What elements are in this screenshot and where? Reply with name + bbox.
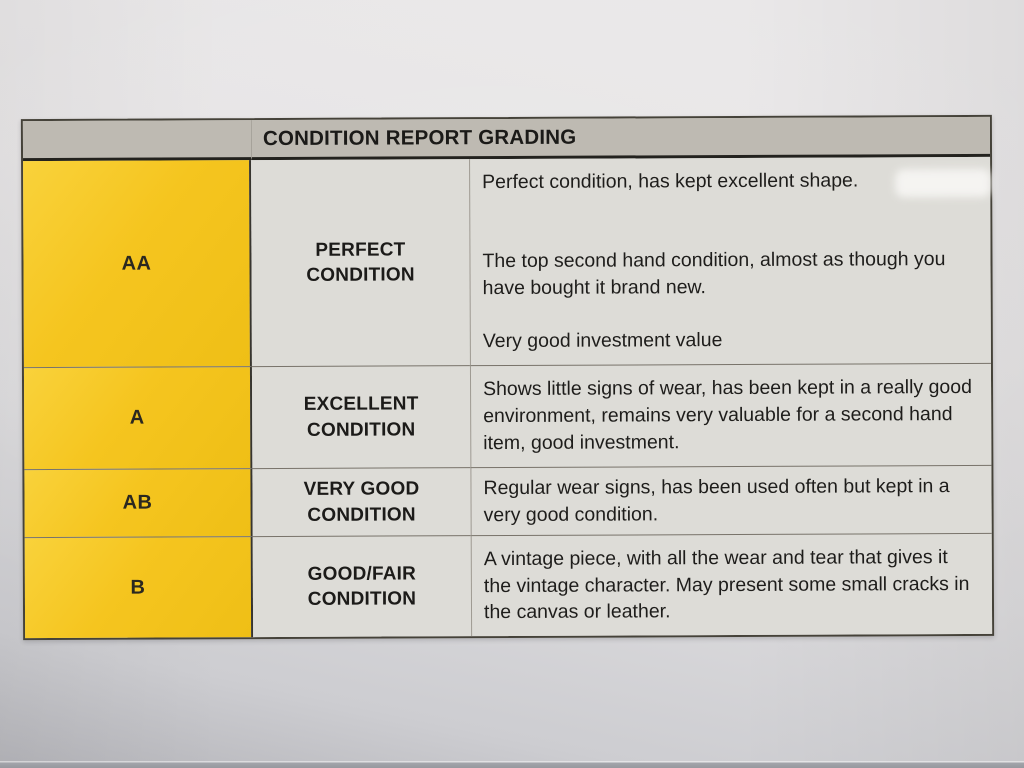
grade-cell: A bbox=[23, 366, 253, 470]
condition-name: PERFECT CONDITION bbox=[306, 239, 415, 286]
description-cell: A vintage piece, with all the wear and t… bbox=[470, 532, 993, 637]
description-paragraph: Perfect condition, has kept excellent sh… bbox=[482, 169, 859, 194]
table-title: CONDITION REPORT GRADING bbox=[262, 125, 577, 150]
description-cell: Perfect condition, has kept excellent sh… bbox=[469, 156, 991, 366]
grade-cell: AA bbox=[23, 160, 252, 368]
description-paragraph: Very good investment value bbox=[482, 328, 723, 353]
condition-cell: GOOD/FAIR CONDITION bbox=[252, 535, 472, 638]
description-paragraph: Regular wear signs, has been used often … bbox=[483, 474, 950, 526]
description-paragraph: A vintage piece, with all the wear and t… bbox=[483, 545, 970, 624]
condition-name: GOOD/FAIR CONDITION bbox=[307, 563, 417, 610]
condition-cell: PERFECT CONDITION bbox=[251, 159, 470, 367]
condition-name: VERY GOOD CONDITION bbox=[303, 478, 420, 526]
grade-label: B bbox=[130, 576, 146, 599]
grade-label: AA bbox=[121, 252, 152, 275]
table-header: CONDITION REPORT GRADING bbox=[250, 116, 991, 161]
description-paragraph: The top second hand condition, almost as… bbox=[482, 248, 946, 300]
condition-cell: EXCELLENT CONDITION bbox=[251, 365, 471, 469]
condition-grading-table: CONDITION REPORT GRADING AA PERFECT COND… bbox=[20, 114, 995, 641]
grade-label: AB bbox=[122, 491, 153, 514]
description-cell: Shows little signs of wear, has been kep… bbox=[469, 362, 992, 468]
grade-cell: B bbox=[24, 536, 254, 639]
description-paragraph: Shows little signs of wear, has been kep… bbox=[483, 376, 972, 455]
grade-label: A bbox=[129, 406, 145, 429]
description-cell: Regular wear signs, has been used often … bbox=[470, 464, 992, 536]
condition-cell: VERY GOOD CONDITION bbox=[252, 467, 471, 537]
condition-name: EXCELLENT CONDITION bbox=[303, 393, 419, 441]
grade-cell: AB bbox=[24, 468, 253, 538]
header-blank-cell bbox=[22, 120, 252, 162]
